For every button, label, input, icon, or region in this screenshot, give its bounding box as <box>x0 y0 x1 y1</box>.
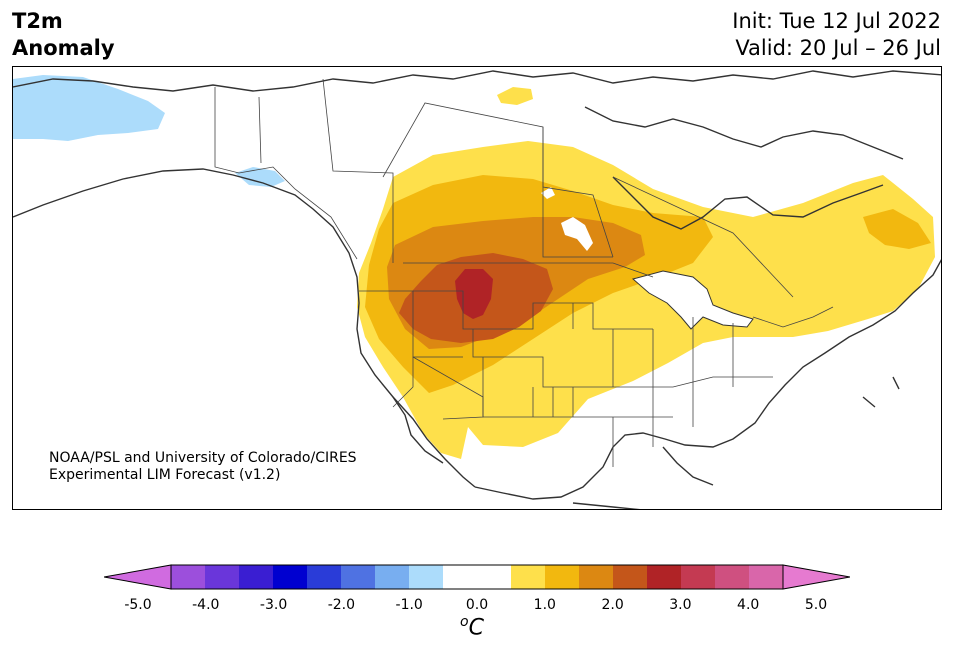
colorbar-segment <box>171 565 206 589</box>
colorbar-segment <box>239 565 274 589</box>
great-lakes <box>631 270 754 330</box>
colorbar-tick-label: -3.0 <box>259 597 288 613</box>
colorbar-segment <box>647 565 682 589</box>
credit-text: NOAA/PSL and University of Colorado/CIRE… <box>49 450 357 484</box>
colorbar-segment <box>205 565 240 589</box>
colorbar-segment <box>273 565 308 589</box>
colorbar-segment <box>681 565 716 589</box>
lake-white <box>561 217 593 251</box>
unit-base: C <box>468 615 484 641</box>
colorbar-segment <box>375 565 410 589</box>
colorbar-segment <box>579 565 614 589</box>
colorbar-unit: oC <box>460 614 484 640</box>
title-line-1: T2m <box>12 9 63 33</box>
colorbar-segment <box>511 565 546 589</box>
colorbar-tick-label: 4.0 <box>737 597 760 613</box>
title-line-2: Anomaly <box>12 36 115 60</box>
unit-superscript: o <box>460 614 469 630</box>
colorbar-right-extend <box>782 564 850 590</box>
colorbar-segment <box>341 565 376 589</box>
political-borders <box>214 78 834 467</box>
cold-anomaly-yukon <box>235 167 285 187</box>
colorbar-tick-label: 5.0 <box>804 597 828 613</box>
colorbar-tick-label: 2.0 <box>601 597 624 613</box>
credit-line-1: NOAA/PSL and University of Colorado/CIRE… <box>49 450 357 466</box>
colorbar-segment <box>715 565 750 589</box>
warm-anomaly-2-east <box>863 209 931 249</box>
colorbar-tick-label: -5.0 <box>124 597 152 613</box>
colorbar-segments <box>171 565 784 589</box>
colorbar-segment <box>409 565 444 589</box>
colorbar-left-extend <box>104 564 172 590</box>
colorbar-segment <box>749 565 784 589</box>
colorbar-segment <box>613 565 648 589</box>
coastlines <box>13 70 941 509</box>
colorbar-tick-label: 3.0 <box>669 597 692 613</box>
anomaly-map <box>12 66 942 510</box>
colorbar-tick-label: 1.0 <box>533 597 556 613</box>
colorbar-ticks: -5.0 -4.0 -3.0 -2.0 -1.0 0.0 1.0 2.0 3.0 4.0 5.0 <box>0 597 953 617</box>
cold-anomaly-alaska <box>13 75 165 141</box>
warm-anomaly-5 <box>455 269 493 319</box>
valid-range: Valid: 20 Jul – 26 Jul <box>735 36 941 60</box>
lake-white-2 <box>541 187 555 199</box>
colorbar-tick-label: -1.0 <box>395 597 423 613</box>
colorbar-tick-label: 0.0 <box>465 597 489 613</box>
map-svg <box>13 70 941 509</box>
credit-line-2: Experimental LIM Forecast (v1.2) <box>49 467 281 483</box>
colorbar <box>104 564 850 590</box>
colorbar-segment <box>307 565 342 589</box>
colorbar-segment <box>443 565 478 589</box>
colorbar-tick-label: -4.0 <box>192 597 220 613</box>
colorbar-outline <box>170 564 784 590</box>
warm-anomaly-arctic <box>497 87 533 105</box>
colorbar-tick-label: -2.0 <box>327 597 356 613</box>
colorbar-segment <box>545 565 580 589</box>
forecast-dates: Init: Tue 12 Jul 2022 Valid: 20 Jul – 26… <box>732 8 941 62</box>
map-title: T2m Anomaly <box>12 8 115 62</box>
init-date: Init: Tue 12 Jul 2022 <box>732 9 941 33</box>
colorbar-segment <box>477 565 512 589</box>
